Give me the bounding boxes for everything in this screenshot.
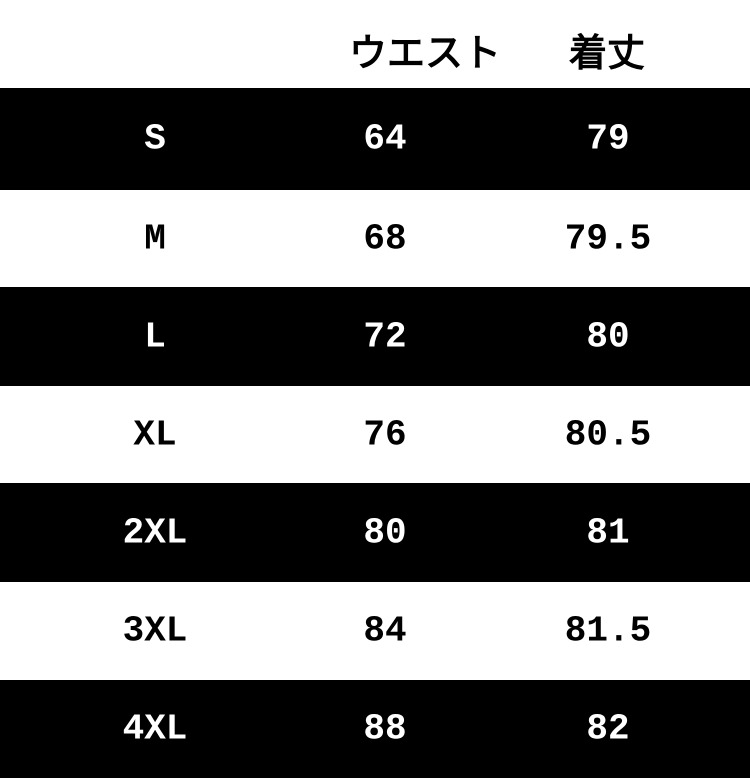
- size-cell: M: [144, 218, 166, 259]
- length-cell: 79.5: [564, 218, 652, 259]
- waist-cell: 76: [363, 414, 407, 455]
- waist-cell: 68: [363, 218, 407, 259]
- table-row: XL 76 80.5: [0, 386, 750, 483]
- waist-cell: 64: [363, 118, 407, 160]
- waist-cell: 80: [363, 512, 407, 553]
- size-cell: 3XL: [122, 610, 188, 652]
- length-cell: 82: [586, 708, 630, 750]
- table-row: 2XL 80 81: [0, 483, 750, 582]
- table-row: 3XL 84 81.5: [0, 582, 750, 680]
- table-row: M 68 79.5: [0, 190, 750, 287]
- size-cell: L: [144, 316, 166, 357]
- waist-cell: 72: [363, 316, 407, 357]
- length-cell: 81: [586, 512, 630, 553]
- length-cell: 80: [586, 316, 630, 357]
- length-cell: 81.5: [564, 610, 652, 652]
- length-cell: 80.5: [564, 414, 652, 455]
- length-cell: 79: [586, 118, 630, 160]
- size-cell: 4XL: [122, 708, 188, 750]
- header-length: 着丈: [568, 31, 646, 75]
- waist-cell: 88: [363, 708, 407, 750]
- size-cell: S: [144, 118, 166, 160]
- header-waist: ウエスト: [348, 31, 502, 75]
- size-cell: XL: [133, 414, 177, 455]
- table-row: S 64 79: [0, 88, 750, 190]
- table-row: 4XL 88 82: [0, 680, 750, 778]
- waist-cell: 84: [363, 610, 407, 652]
- table-row: L 72 80: [0, 287, 750, 386]
- size-cell: 2XL: [122, 512, 188, 553]
- table-header: ウエスト 着丈: [0, 0, 750, 88]
